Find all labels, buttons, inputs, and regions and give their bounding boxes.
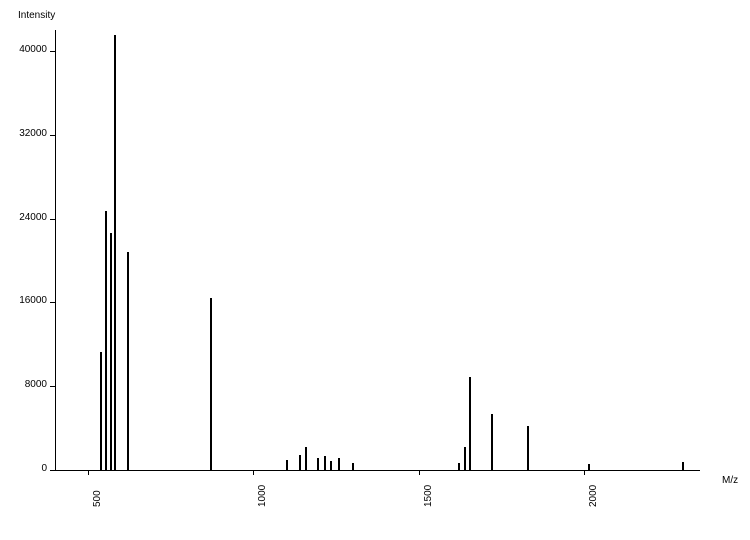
spectrum-peak [324,456,326,470]
x-axis [55,470,700,471]
y-tick [50,135,55,136]
y-tick-label: 8000 [0,379,47,390]
spectrum-peak [110,233,112,470]
y-tick-label: 24000 [0,212,47,223]
y-tick [50,470,55,471]
x-axis-title: M/z [722,475,738,486]
spectrum-peak [682,462,684,470]
x-tick [253,470,254,475]
spectrum-peak [469,377,471,470]
spectrum-peak [491,414,493,470]
spectrum-peak [317,458,319,470]
spectrum-peak [305,447,307,470]
spectrum-peak [114,35,116,470]
x-tick [88,470,89,475]
x-tick-label: 500 [92,490,103,507]
x-tick-label: 1000 [257,485,268,507]
x-tick-label: 1500 [423,485,434,507]
y-tick-label: 32000 [0,128,47,139]
spectrum-peak [458,463,460,470]
spectrum-peak [527,426,529,470]
spectrum-peak [210,298,212,470]
spectrum-peak [127,252,129,470]
y-tick [50,51,55,52]
spectrum-peak [105,211,107,470]
x-tick [419,470,420,475]
y-tick [50,386,55,387]
spectrum-peak [464,447,466,470]
spectrum-peak [100,352,102,470]
y-tick-label: 40000 [0,44,47,55]
mass-spectrum-chart: Intensity M/z 0 8000 16000 24000 32000 40000 5… [0,0,750,540]
y-axis [55,30,56,470]
y-tick [50,302,55,303]
spectrum-peak [330,461,332,470]
spectrum-peak [299,455,301,470]
y-axis-title: Intensity [18,10,55,21]
y-tick-label: 0 [0,463,47,474]
spectrum-peak [286,460,288,470]
spectrum-peak [588,464,590,470]
y-tick-label: 16000 [0,295,47,306]
y-tick [50,219,55,220]
spectrum-peak [352,463,354,470]
x-tick [584,470,585,475]
spectrum-peak [338,458,340,470]
x-tick-label: 2000 [588,485,599,507]
